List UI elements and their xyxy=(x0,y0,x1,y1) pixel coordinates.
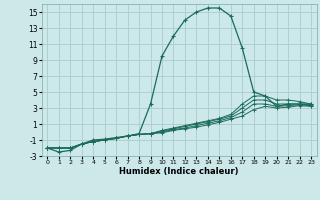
X-axis label: Humidex (Indice chaleur): Humidex (Indice chaleur) xyxy=(119,167,239,176)
